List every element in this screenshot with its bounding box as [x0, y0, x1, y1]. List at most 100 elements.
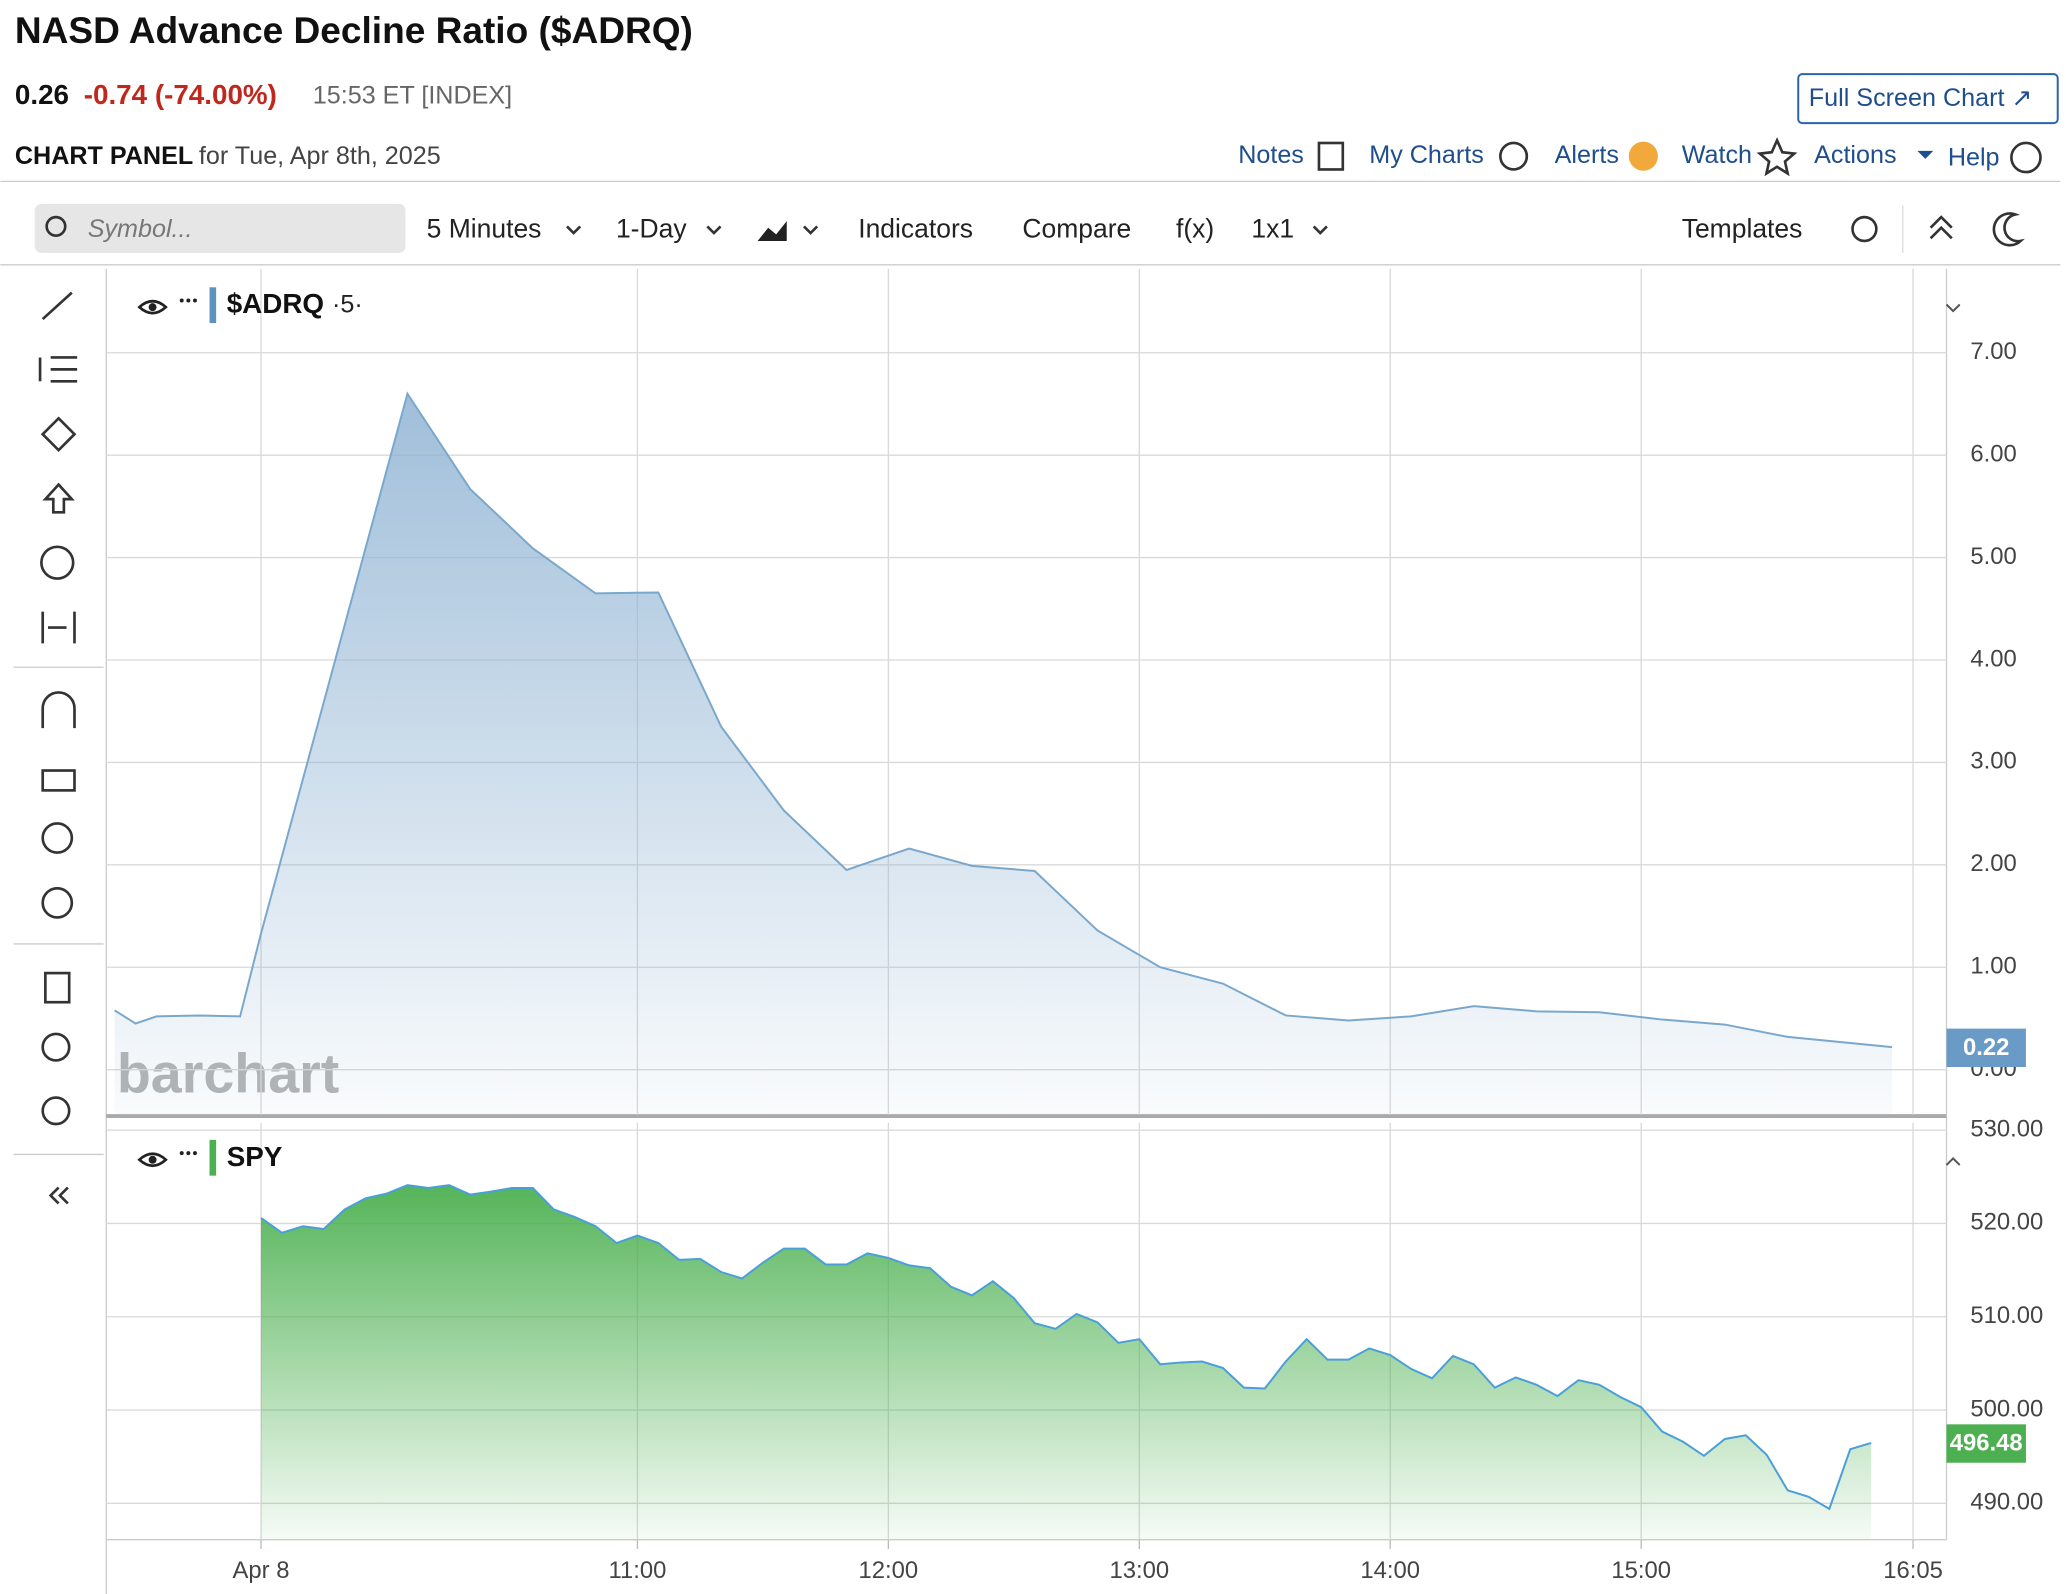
menu-dot — [179, 298, 184, 303]
panel-label: CHART PANEL — [15, 142, 193, 170]
y-tick-label: 7.00 — [1970, 338, 2016, 365]
x-tick-label: 15:00 — [1611, 1557, 1671, 1584]
legend-swatch — [209, 1139, 217, 1176]
delete-tool[interactable] — [44, 971, 71, 1004]
y-tick-label: 2.00 — [1970, 850, 2016, 877]
menu-dot — [192, 298, 197, 303]
y-tick-label: 530.00 — [1970, 1115, 2043, 1142]
y-tick-label: 500.00 — [1970, 1395, 2043, 1422]
nav-actions[interactable]: Actions — [1814, 141, 1896, 169]
redo[interactable] — [41, 887, 74, 919]
y-tick-label: 3.00 — [1970, 748, 2016, 775]
area-fill — [114, 393, 1893, 1115]
legend-name: SPY — [227, 1141, 283, 1172]
arrow-tool[interactable] — [42, 482, 75, 514]
y-tick-label: 510.00 — [1970, 1302, 2043, 1329]
full-screen-button[interactable] — [1797, 73, 2059, 125]
settings-icon[interactable] — [1851, 215, 1878, 243]
series-line — [260, 1184, 1872, 1511]
menu-dot — [192, 1151, 197, 1156]
full-screen-label[interactable]: Full Screen Chart ↗ — [1809, 84, 2033, 112]
price: 0.26 — [15, 79, 69, 110]
compare[interactable]: Compare — [1022, 213, 1131, 243]
x-tick-label: 13:00 — [1109, 1557, 1169, 1584]
y-tick-label: 520.00 — [1970, 1209, 2043, 1236]
alerts-icon[interactable] — [1628, 141, 1658, 171]
visibility-pupil — [148, 1155, 157, 1164]
nav-my-charts[interactable]: My Charts — [1369, 141, 1484, 169]
legend-swatch — [209, 287, 217, 324]
layout-select[interactable]: 1x1 — [1251, 213, 1294, 243]
area-fill — [261, 1185, 1872, 1540]
symbol-placeholder[interactable]: Symbol... — [88, 215, 193, 243]
last-value-badge — [1946, 1028, 2026, 1068]
my-charts-icon[interactable] — [1499, 141, 1529, 171]
y-tick-label: 4.00 — [1970, 645, 2016, 672]
help-icon[interactable] — [2010, 141, 2042, 174]
pane-expand[interactable] — [1945, 1157, 1961, 1166]
series-group — [114, 391, 1893, 1115]
x-tick-label: 16:05 — [1883, 1557, 1943, 1584]
symbol-search[interactable] — [34, 203, 406, 253]
visibility-pupil — [148, 303, 157, 312]
shape-tool[interactable] — [40, 416, 77, 453]
price-change: -0.74 (-74.00%) — [84, 79, 277, 110]
menu-dot — [186, 1151, 191, 1156]
collapse-icon[interactable] — [1929, 215, 1953, 240]
chart-type-icon[interactable] — [757, 221, 787, 241]
nav-help[interactable]: Help — [1948, 144, 2000, 172]
pane-collapse[interactable] — [1945, 303, 1961, 313]
search-icon — [45, 215, 67, 237]
nav-notes[interactable]: Notes — [1238, 141, 1304, 169]
annotation-tool[interactable] — [40, 545, 75, 580]
y-tick-label: 5.00 — [1970, 543, 2016, 570]
lock-tool[interactable] — [41, 769, 76, 792]
menu-dot — [179, 1151, 184, 1156]
legend-interval: ·5· — [332, 290, 363, 318]
x-tick-label: Apr 8 — [233, 1557, 290, 1584]
interval-select[interactable]: 5 Minutes — [427, 213, 542, 243]
undo[interactable] — [41, 822, 74, 854]
x-tick-label: 14:00 — [1360, 1557, 1420, 1584]
nav-alerts[interactable]: Alerts — [1555, 141, 1619, 169]
y-tick-label: 1.00 — [1970, 953, 2016, 980]
line-tool[interactable] — [41, 291, 73, 321]
watch-icon[interactable] — [1756, 137, 1798, 177]
actions-caret[interactable] — [1917, 150, 1934, 159]
dark-mode-icon[interactable] — [1992, 212, 2025, 247]
chevron — [706, 225, 722, 235]
zoom-out[interactable] — [41, 1096, 71, 1126]
fx[interactable]: f(x) — [1176, 213, 1214, 243]
x-tick-label: 11:00 — [608, 1557, 666, 1584]
y-tick-label: 6.00 — [1970, 440, 2016, 467]
last-value-label: 0.22 — [1963, 1034, 2009, 1061]
visibility-icon — [137, 299, 168, 315]
menu-dot — [186, 298, 191, 303]
last-value-badge — [1946, 1424, 2026, 1463]
quote-time: 15:53 ET [INDEX] — [313, 81, 512, 109]
series-line — [114, 391, 1893, 1049]
chevron — [803, 225, 819, 235]
legend-name: $ADRQ — [227, 288, 324, 319]
x-tick-label: 12:00 — [859, 1557, 919, 1584]
measure-tool[interactable] — [41, 611, 76, 644]
range-select[interactable]: 1-Day — [616, 213, 687, 243]
indicators[interactable]: Indicators — [858, 213, 973, 243]
collapse-tools[interactable] — [48, 1186, 69, 1205]
magnet-tool[interactable] — [41, 691, 76, 729]
page-title: NASD Advance Decline Ratio ($ADRQ) — [15, 9, 693, 51]
drawing-tools — [13, 291, 104, 1205]
nav-watch[interactable]: Watch — [1682, 141, 1752, 169]
chevron — [1312, 225, 1328, 235]
panel-date: for Tue, Apr 8th, 2025 — [199, 142, 441, 170]
fib-tool[interactable] — [38, 356, 78, 383]
y-tick-label: 490.00 — [1970, 1489, 2043, 1516]
zoom-in[interactable] — [41, 1032, 71, 1062]
visibility-icon — [137, 1152, 168, 1168]
last-value-label: 496.48 — [1950, 1429, 2023, 1456]
notes-icon[interactable] — [1317, 141, 1345, 171]
templates[interactable]: Templates — [1682, 213, 1803, 243]
series-group — [260, 1184, 1872, 1540]
chevron — [566, 225, 582, 235]
